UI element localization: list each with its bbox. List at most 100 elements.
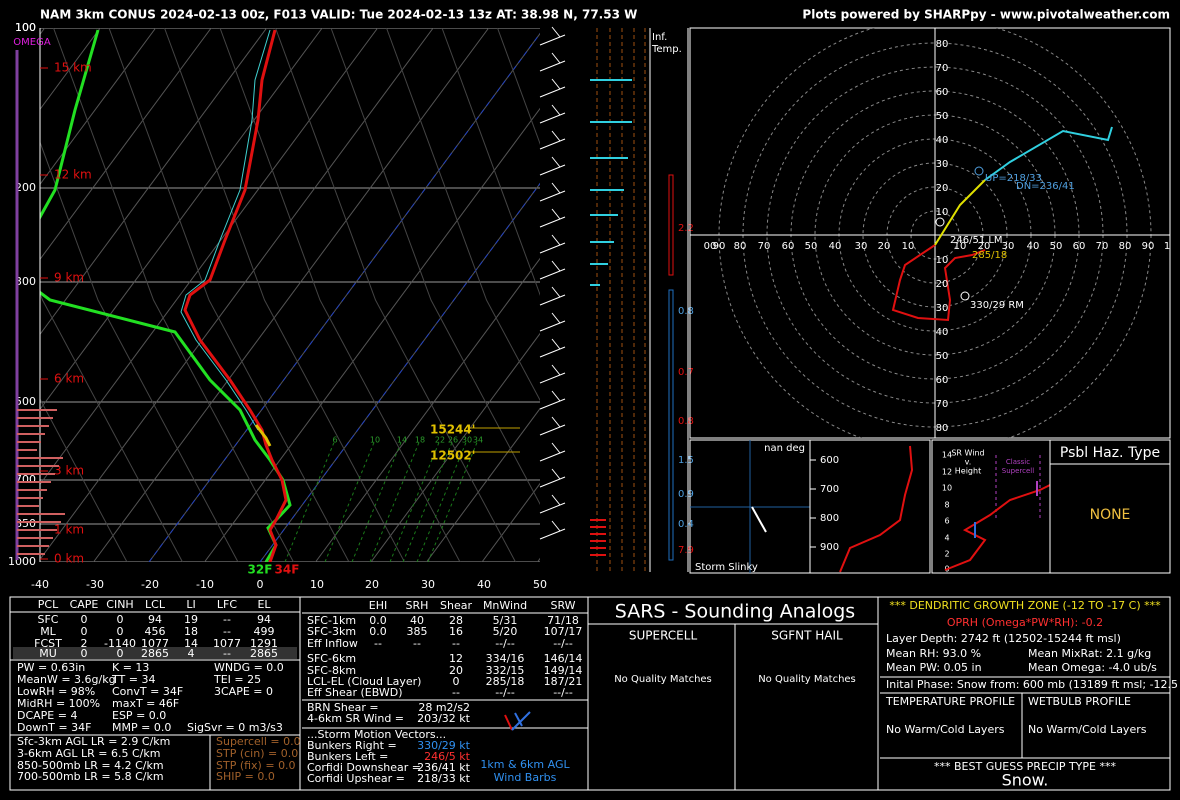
hodo-x-label: 90 [713,241,726,252]
parcel-cell: 4 [188,647,195,660]
isotherm [40,28,434,561]
parcel-cell: MU [39,647,57,660]
dry-adiabat [164,28,405,562]
wind-barb [539,346,566,358]
dry-adiabat [40,291,183,562]
wind-barb [539,138,566,150]
isotherm [40,28,268,336]
kin-row-label: SFC-6km [307,652,356,665]
index: LowRH = 98% [17,685,95,698]
temp-label: 10 [310,578,324,591]
hodo-mean: 285/18 [972,250,1007,261]
parcel-cell: 2865 [250,647,278,660]
slinky [751,506,767,533]
wind-barb [539,190,566,202]
mixing-ratio-label: 18 [415,436,425,445]
profile-result: No Warm/Cold Layers [1028,723,1147,736]
dgz-isotherm [259,182,540,562]
srw-y-label: 4 [944,534,949,543]
inf-title: Inf. [652,32,667,43]
parcel-cell: -- [223,613,231,626]
sars-result: No Quality Matches [614,674,712,685]
mixing-ratio-line [416,439,468,562]
storm-marker [960,291,970,301]
parcel-cell: SFC [38,613,59,626]
isotherm [40,28,212,261]
isotherm [204,107,540,562]
kin-row-label: Eff Inflow [307,637,358,650]
frame [1049,439,1171,574]
kin-extra: 4-6km SR Wind = [307,712,404,725]
storm-marker [974,166,984,176]
wind-barb [551,520,561,532]
hodo-x-label: 10 [902,241,915,252]
hodo-y-label: 80 [936,423,949,434]
hodo-3-6km [934,179,986,246]
parcel-cell: 94 [257,613,271,626]
wind-barb [551,234,561,246]
hodo-x-label: 70 [1096,241,1109,252]
hodo-x-label: 70 [758,241,771,252]
lapse-rate: 3-6km AGL LR = 6.5 C/km [17,747,160,760]
parcel-cell: 0 [117,625,124,638]
kin-cell: 146/14 [544,652,583,665]
kin-cell: 107/17 [544,625,583,638]
profile-result: No Warm/Cold Layers [886,723,1005,736]
hodo-y-label: 10 [936,207,949,218]
index: K = 13 [112,661,149,674]
height-label: 0 km [54,552,84,566]
wind-barb [539,112,566,124]
hodo-x-label: 60 [1073,241,1086,252]
parcel-cell: -- [223,625,231,638]
profile-title: WETBULB PROFILE [1028,695,1131,708]
srw-profile [944,484,1051,571]
pressure-label: 850 [15,517,36,530]
hodo-x-label: 50 [1050,241,1063,252]
kin-cell: 385 [407,625,428,638]
slinky-pressure: 800 [820,513,839,524]
kin-row-label: SFC-8km [307,664,356,677]
kin-cell: 40 [410,614,424,627]
dgz-phase: Inital Phase: Snow from: 600 mb (13189 f… [886,678,1180,691]
kin-row-label: SFC-1km [307,614,356,627]
wind-barb [539,164,566,176]
height-label: 15 km [54,61,92,75]
parcel-cell: 0 [81,613,88,626]
index: MeanW = 3.6g/kg [17,673,116,686]
hodo-y-label: 20 [936,183,949,194]
wind-barb [539,502,566,514]
mixing-ratio-line [427,439,479,562]
slinky-direction: nan deg [764,443,805,454]
kin-cell: -- [452,637,460,650]
pressure-label: 500 [15,395,36,408]
kin-cell: -- [413,637,421,650]
hodo-x-label: 60 [782,241,795,252]
temp-label: 50 [533,578,547,591]
hodo-lm: 246/51 LM [950,235,1003,246]
parcel-cell: 0 [81,647,88,660]
kin-cell: -- [374,637,382,650]
parcel-cell: 19 [184,613,198,626]
hodo-x-label: 30 [855,241,868,252]
parcel-cell: 499 [254,625,275,638]
hodo-x-label: 10 [954,241,967,252]
mixing-ratio-label: 26 [448,436,458,445]
parcel-cell: 1077 [141,637,169,650]
wind-barb [551,468,561,480]
height-label: 9 km [54,271,84,285]
temp-label: -10 [196,578,214,591]
sars-title: SARS - Sounding Analogs [615,601,855,623]
isotherm [40,28,323,411]
sfc-dewpoint: 32F [248,563,273,577]
index: MMP = 0.0 [112,721,171,734]
storm-value: 330/29 kt [417,739,471,752]
wind-barb [551,338,561,350]
temp-label: 40 [477,578,491,591]
dry-adiabat [386,28,540,402]
wind-barb [551,182,561,194]
srw-title: Height [955,467,981,476]
index: MidRH = 100% [17,697,100,710]
wind-barb [551,130,561,142]
srw-classic: Supercell [1002,467,1034,475]
